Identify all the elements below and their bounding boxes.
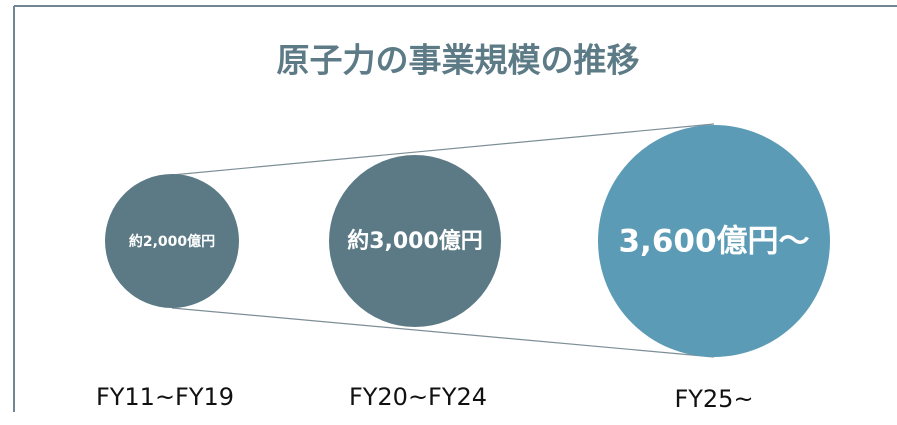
- bubble-label: 3,600億円～: [618, 224, 809, 260]
- bubble: [598, 125, 830, 357]
- title: 原子力の事業規模の推移: [277, 41, 640, 80]
- period-label: FY11~FY19: [96, 383, 234, 411]
- bubble-label: 約3,000億円: [347, 228, 483, 254]
- bubble: [329, 155, 501, 327]
- bubble-label: 約2,000億円: [129, 233, 215, 250]
- period-label: FY20~FY24: [349, 383, 487, 411]
- connector-bottom: [171, 307, 715, 358]
- bubble: [105, 174, 239, 308]
- period-label: FY25~: [674, 385, 753, 413]
- connector-top: [171, 123, 715, 176]
